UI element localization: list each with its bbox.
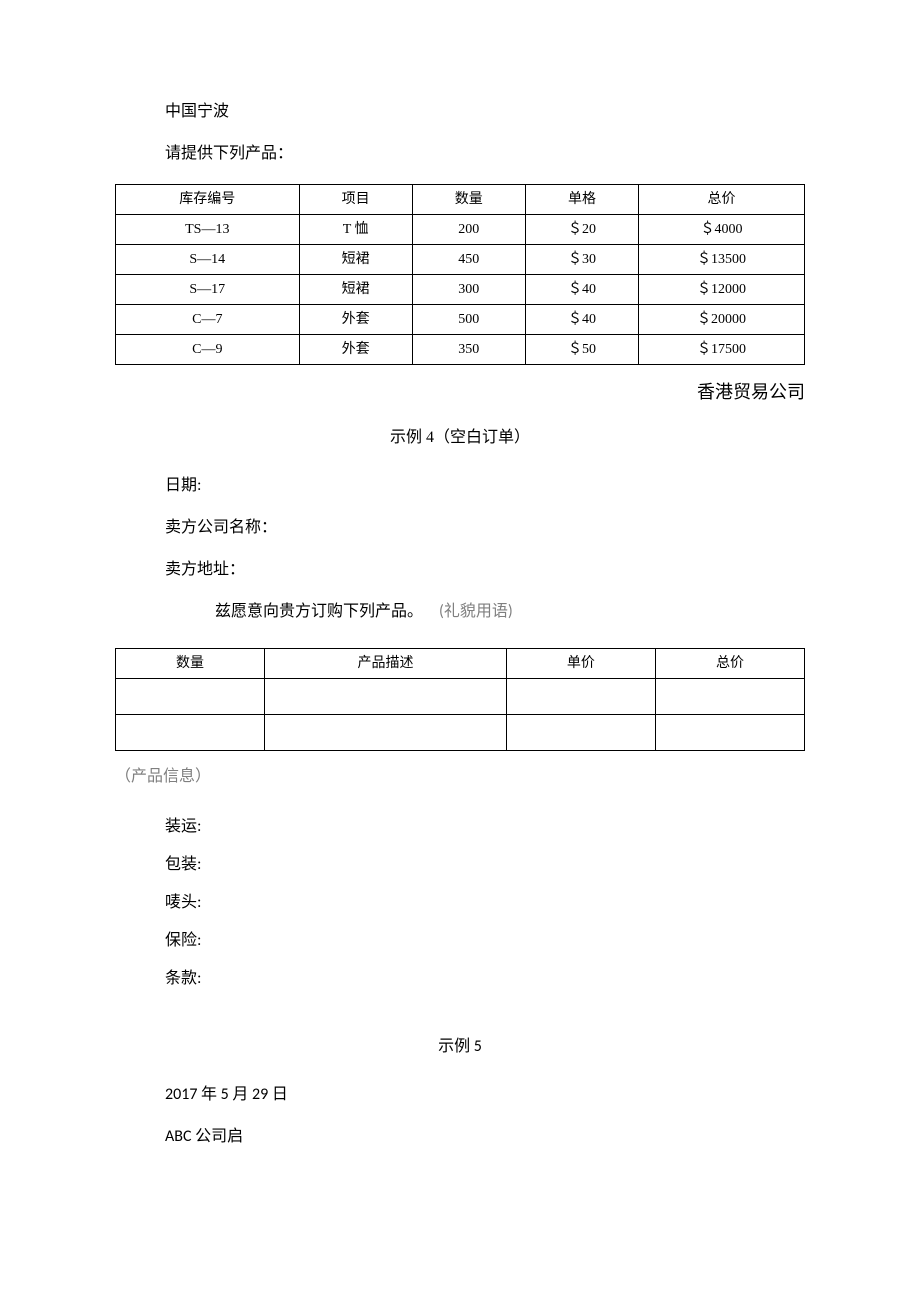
seller-addr-label: 卖方地址：	[115, 558, 805, 582]
cell: S—14	[116, 245, 300, 275]
cell: C—9	[116, 335, 300, 365]
table-row: C—7 外套 500 ＄40 ＄20000	[116, 305, 805, 335]
intent-text: 兹愿意向贵方订购下列产品。	[215, 603, 423, 620]
example5-company: ABC 公司启	[115, 1125, 805, 1149]
cell: 短裙	[299, 245, 412, 275]
packaging-label: 包装:	[115, 853, 805, 877]
cell: 外套	[299, 335, 412, 365]
table-header-row: 数量 产品描述 单价 总价	[116, 649, 805, 679]
cell: ＄4000	[639, 215, 805, 245]
cell: ＄50	[525, 335, 638, 365]
cell: 350	[412, 335, 525, 365]
cell	[655, 715, 804, 751]
col-unit: 单价	[506, 649, 655, 679]
cell: 500	[412, 305, 525, 335]
location-line: 中国宁波	[115, 100, 805, 124]
table-row	[116, 679, 805, 715]
cell	[655, 679, 804, 715]
cell: 450	[412, 245, 525, 275]
intent-line: 兹愿意向贵方订购下列产品。 (礼貌用语)	[115, 600, 805, 624]
cell	[116, 715, 265, 751]
cell: S—17	[116, 275, 300, 305]
insurance-label: 保险:	[115, 929, 805, 953]
col-qty: 数量	[412, 185, 525, 215]
table-row: TS—13 T 恤 200 ＄20 ＄4000	[116, 215, 805, 245]
table-row: S—14 短裙 450 ＄30 ＄13500	[116, 245, 805, 275]
table-row: C—9 外套 350 ＄50 ＄17500	[116, 335, 805, 365]
cell: ＄40	[525, 305, 638, 335]
col-desc: 产品描述	[265, 649, 507, 679]
cell: ＄20	[525, 215, 638, 245]
cell: 300	[412, 275, 525, 305]
col-item: 项目	[299, 185, 412, 215]
cell: TS—13	[116, 215, 300, 245]
terms-label: 条款:	[115, 967, 805, 991]
table-header-row: 库存编号 项目 数量 单格 总价	[116, 185, 805, 215]
example5-date: 2017 年 5 月 29 日	[115, 1083, 805, 1107]
cell: ＄30	[525, 245, 638, 275]
table-row	[116, 715, 805, 751]
cell: ＄20000	[639, 305, 805, 335]
request-line: 请提供下列产品：	[115, 142, 805, 166]
date-label: 日期:	[115, 474, 805, 498]
cell	[506, 679, 655, 715]
cell	[265, 679, 507, 715]
table-row: S—17 短裙 300 ＄40 ＄12000	[116, 275, 805, 305]
cell: 短裙	[299, 275, 412, 305]
cell: ＄40	[525, 275, 638, 305]
cell: T 恤	[299, 215, 412, 245]
cell: 外套	[299, 305, 412, 335]
seller-name-label: 卖方公司名称：	[115, 516, 805, 540]
cell: ＄12000	[639, 275, 805, 305]
signature-company: 香港贸易公司	[115, 379, 805, 406]
cell	[506, 715, 655, 751]
product-info-note: （产品信息）	[115, 765, 805, 789]
col-total: 总价	[639, 185, 805, 215]
cell: 200	[412, 215, 525, 245]
example4-title: 示例 4（空白订单）	[115, 426, 805, 450]
cell	[116, 679, 265, 715]
example5-title: 示例 5	[115, 1035, 805, 1059]
marks-label: 唛头:	[115, 891, 805, 915]
col-total: 总价	[655, 649, 804, 679]
cell	[265, 715, 507, 751]
product-table-1: 库存编号 项目 数量 单格 总价 TS—13 T 恤 200 ＄20 ＄4000…	[115, 184, 805, 365]
cell: ＄17500	[639, 335, 805, 365]
product-table-2: 数量 产品描述 单价 总价	[115, 648, 805, 751]
col-stock-no: 库存编号	[116, 185, 300, 215]
cell: ＄13500	[639, 245, 805, 275]
cell: C—7	[116, 305, 300, 335]
col-qty: 数量	[116, 649, 265, 679]
col-unit: 单格	[525, 185, 638, 215]
intent-note: (礼貌用语)	[439, 602, 513, 621]
shipment-label: 装运:	[115, 815, 805, 839]
